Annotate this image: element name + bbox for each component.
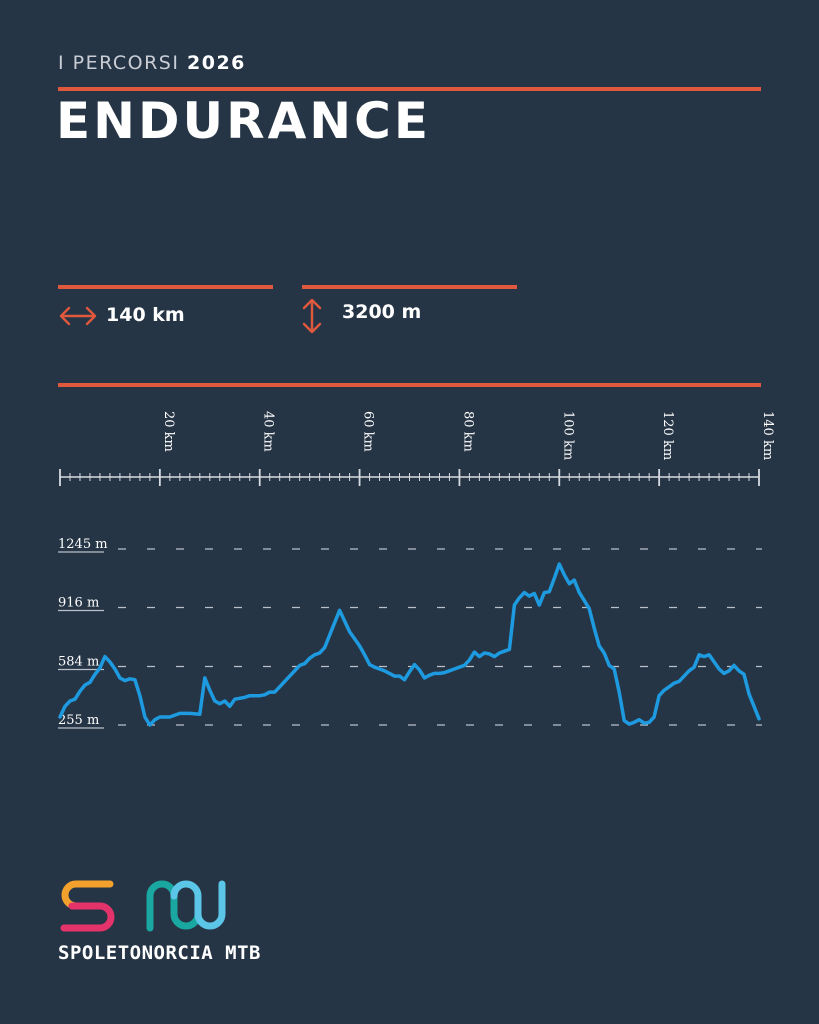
y-tick-label: 584 m xyxy=(58,655,99,670)
brand-name: SPOLETONORCIA MTB xyxy=(58,942,261,964)
x-tick-label: 140 km xyxy=(760,411,775,460)
elevation-profile-chart: 20 km 40 km 60 km 80 km 100 km 120 km 140 km 1… xyxy=(58,411,775,729)
elevation-gain-value: 3200 m xyxy=(342,301,422,323)
horizontal-double-arrow-icon xyxy=(59,306,97,326)
x-tick-label: 80 km xyxy=(460,411,475,452)
elevation-rule xyxy=(302,285,517,289)
distance-value: 140 km xyxy=(106,304,185,326)
spoletonorcia-logo-icon xyxy=(60,880,226,932)
distance-tick-labels: 20 km 40 km 60 km 80 km 100 km 120 km 140 km xyxy=(161,411,775,460)
distance-ruler xyxy=(59,469,760,486)
x-tick-label: 120 km xyxy=(660,411,675,460)
x-tick-label: 40 km xyxy=(261,411,276,452)
page-kicker: I PERCORSI 2026 xyxy=(58,52,246,74)
kicker-text: I PERCORSI xyxy=(58,52,180,74)
chart-rule xyxy=(58,383,761,387)
y-tick-label: 1245 m xyxy=(58,537,108,552)
kicker-year: 2026 xyxy=(187,52,246,74)
elevation-gridlines xyxy=(58,548,762,729)
page-title: ENDURANCE xyxy=(56,92,431,150)
x-tick-label: 100 km xyxy=(560,411,575,460)
x-tick-label: 60 km xyxy=(361,411,376,452)
distance-rule xyxy=(58,285,273,289)
y-tick-label: 916 m xyxy=(58,595,99,610)
x-tick-label: 20 km xyxy=(161,411,176,452)
elevation-profile-line xyxy=(58,562,761,727)
title-rule xyxy=(58,87,761,91)
y-tick-label: 255 m xyxy=(58,713,99,728)
vertical-double-arrow-icon xyxy=(302,298,322,334)
elevation-tick-labels: 1245 m 916 m 584 m 255 m xyxy=(58,537,108,728)
